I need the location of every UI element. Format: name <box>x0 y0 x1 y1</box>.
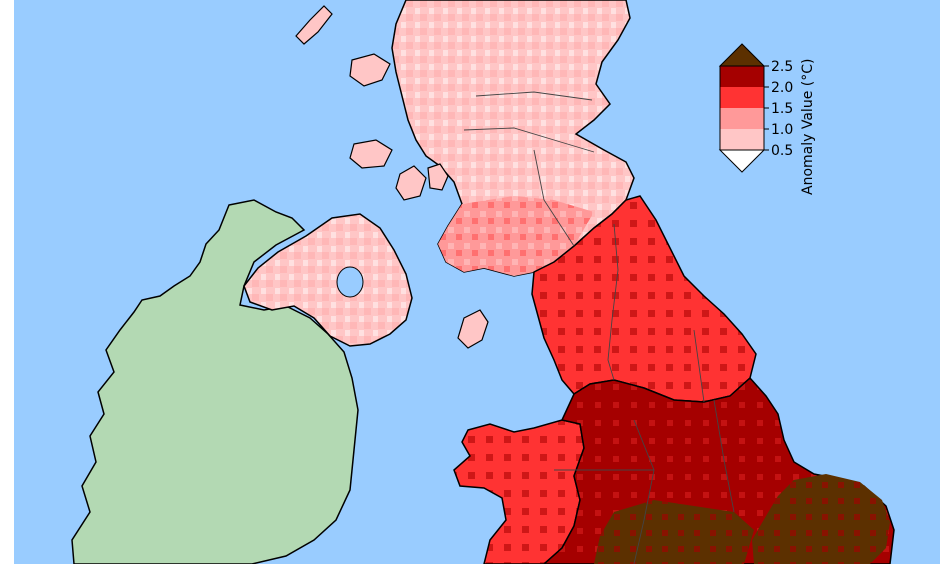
colorbar-tick-label: 1.0 <box>771 122 793 138</box>
colorbar-tick-label: 1.5 <box>771 101 793 117</box>
map-frame: 2.5 2.0 1.5 1.0 0.5 Anomaly Value (°C) <box>14 0 940 564</box>
colorbar-tick-label: 2.0 <box>771 80 793 96</box>
skye <box>349 53 391 87</box>
region-borders <box>463 91 735 564</box>
mull <box>349 139 393 169</box>
colorbar: 2.5 2.0 1.5 1.0 0.5 Anomaly Value (°C) <box>718 43 816 195</box>
ireland <box>71 199 359 564</box>
colorbar-bin-1.5-2 <box>720 87 764 108</box>
hebrides <box>295 5 333 45</box>
colorbar-title: Anomaly Value (°C) <box>800 59 816 195</box>
colorbar-bin-0.5-1 <box>720 129 764 150</box>
south-central-brown <box>594 500 754 564</box>
east-anglia <box>752 474 890 564</box>
islay <box>395 165 427 201</box>
north-england <box>531 195 757 403</box>
scotland-south-belt <box>438 196 594 276</box>
colorbar-bin-1-1.5 <box>720 108 764 129</box>
northern-ireland <box>243 213 413 347</box>
isle-of-man <box>457 309 489 349</box>
arran <box>427 163 449 191</box>
anomaly-map: 2.5 2.0 1.5 1.0 0.5 Anomaly Value (°C) <box>14 0 940 564</box>
lough-neagh <box>336 266 364 298</box>
colorbar-bin-2-2.5 <box>720 66 764 87</box>
colorbar-tick-label: 2.5 <box>771 59 793 75</box>
colorbar-tick-label: 0.5 <box>771 143 793 159</box>
